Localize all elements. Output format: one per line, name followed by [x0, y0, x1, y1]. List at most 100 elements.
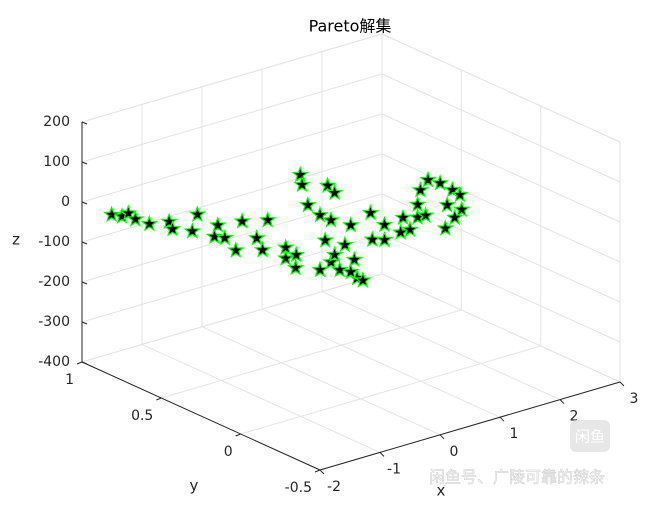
z-tick [81, 201, 88, 205]
grid-line [81, 273, 383, 363]
point [336, 235, 354, 253]
point [446, 208, 464, 226]
z-tick [81, 281, 88, 285]
grid-line [381, 113, 621, 223]
point [341, 262, 360, 280]
z-tick-label: -400 [38, 354, 70, 370]
point [291, 165, 310, 183]
watermark-logo-text: 闲鱼 [575, 428, 605, 446]
x-tick [559, 399, 565, 404]
y-tick [235, 433, 241, 437]
point [258, 211, 277, 228]
point [325, 183, 344, 201]
grid-line [261, 308, 501, 418]
point [452, 200, 471, 218]
grid-line [81, 33, 383, 123]
grid-line [161, 309, 462, 399]
point [311, 205, 329, 223]
point [286, 258, 305, 276]
z-axis-label: z [12, 231, 20, 249]
point [253, 240, 272, 258]
chart-title: Pareto解集 [309, 17, 392, 36]
z-tick [81, 361, 88, 365]
point [436, 219, 455, 236]
point [205, 227, 224, 245]
x-tick-label: 1 [510, 426, 519, 442]
point [226, 241, 245, 258]
point [160, 212, 178, 230]
z-tick-label: -100 [38, 234, 70, 250]
point [419, 170, 437, 188]
point [311, 260, 329, 278]
point [325, 245, 344, 263]
point [293, 175, 311, 193]
grid-line [141, 343, 381, 453]
x-tick [439, 434, 445, 440]
z-tick [81, 161, 88, 165]
point [438, 195, 456, 213]
point [276, 249, 295, 266]
point [287, 245, 306, 263]
y-tick [156, 397, 162, 401]
point [322, 211, 340, 228]
point [443, 180, 462, 198]
x-tick-label: 2 [570, 409, 579, 425]
point [188, 205, 207, 222]
y-tick-label: -0.5 [285, 480, 312, 496]
x-tick [619, 381, 625, 387]
x-axis-line [319, 381, 621, 471]
x-axis-label: x [437, 482, 446, 500]
point [375, 215, 394, 233]
watermark-logo [570, 420, 610, 452]
z-tick-label: -300 [38, 314, 70, 330]
z-tick [81, 121, 88, 125]
grid-line [381, 233, 621, 343]
y-axis-line [81, 361, 321, 471]
point [330, 260, 349, 278]
grid-line [381, 273, 621, 383]
point [363, 230, 382, 248]
y-tick-label: 1 [65, 372, 74, 388]
point [140, 214, 159, 232]
point [209, 216, 227, 233]
point [102, 205, 121, 223]
grid-line [381, 73, 621, 183]
grid-line [381, 193, 621, 303]
x-tick-label: -1 [387, 461, 401, 477]
grid-line [81, 73, 383, 163]
point [183, 222, 202, 239]
point [361, 203, 380, 221]
x-tick [319, 469, 325, 475]
z-tick-label: 100 [43, 154, 70, 170]
z-tick-label: 0 [61, 194, 70, 210]
grid-line [81, 113, 383, 203]
point [401, 220, 419, 238]
x-tick-label: 0 [450, 444, 459, 460]
grid-line [240, 345, 541, 435]
x-tick-label: -2 [327, 479, 341, 495]
x-tick [379, 452, 385, 457]
point [354, 271, 372, 288]
y-tick-label: 0 [224, 444, 233, 460]
grid-line [81, 193, 383, 283]
point [316, 231, 334, 248]
y-axis-label: y [190, 477, 199, 495]
point [318, 176, 337, 194]
point [416, 206, 435, 223]
point [411, 180, 430, 198]
y-tick [314, 469, 321, 473]
grid-line [381, 33, 621, 143]
point [216, 228, 234, 246]
point [341, 215, 360, 233]
point [299, 195, 317, 213]
x-tick-label: 3 [630, 391, 639, 407]
point [408, 195, 427, 213]
z-tick-label: 200 [43, 114, 70, 130]
y-tick [76, 361, 83, 365]
z-tick [81, 321, 88, 325]
point [163, 219, 182, 237]
grid-line [81, 233, 383, 323]
z-tick [81, 241, 88, 245]
point [247, 228, 266, 246]
